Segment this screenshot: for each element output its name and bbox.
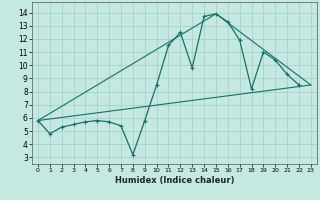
X-axis label: Humidex (Indice chaleur): Humidex (Indice chaleur) <box>115 176 234 185</box>
